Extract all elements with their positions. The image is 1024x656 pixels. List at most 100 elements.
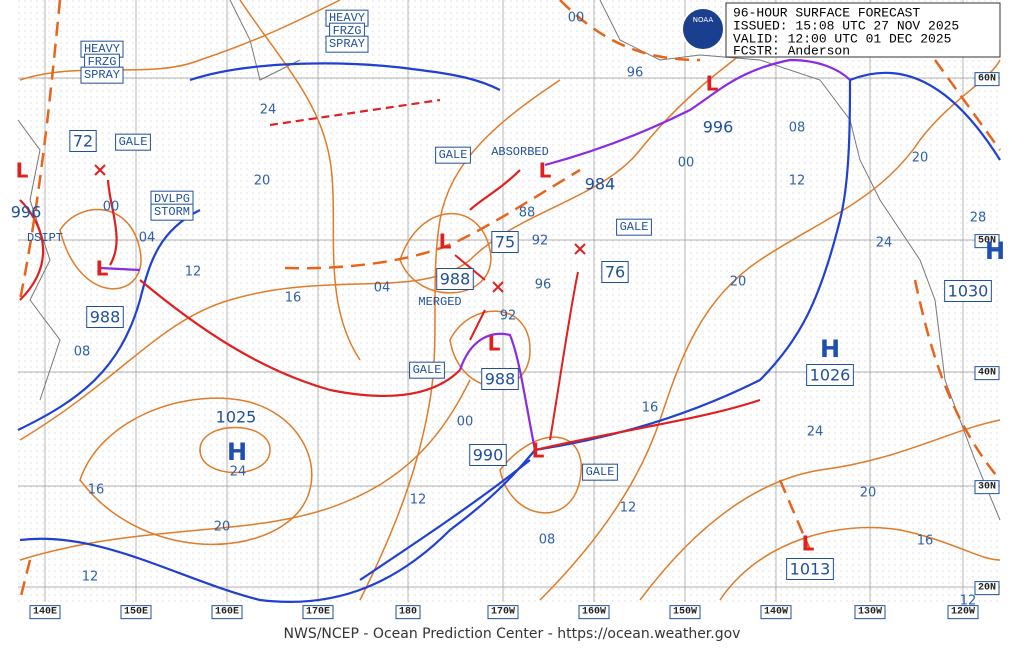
low-pressure-box [469,444,507,466]
warning: GALE [620,220,649,234]
note: DSIPT [27,231,63,245]
isobar-label: 12 [789,174,806,189]
longitude-label-box [947,605,979,620]
fronts [17,58,1001,604]
low-pressure: 996 [703,118,734,137]
low-symbol: L [539,159,552,183]
isobar-label: 08 [74,345,91,360]
longitude-label: 140E [33,607,57,618]
high-symbol: H [820,335,840,363]
noaa-logo [681,7,725,51]
isobar-label: 24 [260,103,277,118]
header-line: 96-HOUR SURFACE FORECAST [733,5,920,20]
low-pressure-box [481,368,519,390]
longitude-label-box [487,605,519,620]
low-symbol: L [532,439,545,463]
longitude-label-box [211,605,243,620]
isobar-label: 16 [917,534,934,549]
low-symbol: L [16,159,29,183]
isobar-label: 20 [860,486,877,501]
longitude-label: 170W [491,607,515,618]
low-pressure: 988 [90,308,121,327]
troughs [18,0,1002,601]
footer: NWS/NCEP - Ocean Prediction Center - htt… [284,626,741,642]
warning: GALE [119,135,148,149]
warning: DVLPG [154,192,190,206]
high-symbol: H [227,438,247,466]
noaa-logo-text: NOAA [693,16,714,24]
high-pressure: 1030 [948,282,989,301]
low-symbol: L [488,332,501,356]
isobar-label: 28 [970,211,987,226]
warning: GALE [413,363,442,377]
header-line: ISSUED: 15:08 UTC 27 NOV 2025 [733,18,959,33]
low-pressure: 990 [473,446,504,465]
longitude-label: 120W [951,607,975,618]
low-symbol: L [802,532,815,556]
warning: STORM [154,205,190,219]
isobar-label: 00 [678,156,695,171]
longitude-label-box [395,605,421,620]
warning-box [409,361,445,379]
low-pressure-box [436,268,474,290]
isobar-label: 16 [285,291,302,306]
wind-speed-box [491,231,519,253]
low-pressure: 984 [585,175,616,194]
latitude-label-box [974,72,1000,87]
high-symbol: H [985,237,1005,265]
isobar-label: 24 [876,236,893,251]
longitude-label-box [29,605,61,620]
longitude-label: 150W [673,607,697,618]
warning: FRZG [88,55,117,69]
isobar-label: 16 [88,483,105,498]
longitude-label-box [854,605,886,620]
warning: SPRAY [329,37,365,51]
isobar-label: 12 [185,265,202,280]
low-pressure: 988 [440,270,471,289]
latitude-label-box [974,480,1000,495]
high-pressure-box [944,280,992,302]
low-pressure-box [786,558,834,580]
isobar-label: 96 [627,66,644,81]
high-pressure: 1026 [810,366,851,385]
longitude-label: 180 [399,607,417,618]
wind-speed-box [69,130,97,152]
low-symbol: L [439,230,452,254]
coastlines [17,0,1001,521]
note: ABSORBED [491,145,549,159]
isobar-label: 12 [82,570,99,585]
low-markers [94,164,586,441]
longitude-label-box [120,605,152,620]
isobar-label: 20 [730,275,747,290]
labels: 140E 150E 160E 170E 180 170W 160W 150W 140W 130W 1… [11,9,1005,620]
latitude-label: 60N [978,74,996,85]
low-pressure-box [86,306,124,328]
latitude-label-box [974,581,1000,596]
isobar-label: 00 [457,415,474,430]
longitude-label: 150E [124,607,148,618]
longitude-label: 160W [582,607,606,618]
isobar-label: 20 [254,174,271,189]
longitude-label: 160E [215,607,239,618]
warning: GALE [439,148,468,162]
warning: GALE [586,465,615,479]
wind-speed: 76 [605,263,625,282]
isobar-label: 16 [642,401,659,416]
low-symbol: L [96,257,109,281]
low-pressure: 1013 [790,560,831,579]
warning-box [435,146,471,164]
isobar-label: 08 [539,533,556,548]
isobars [19,0,1001,601]
isobar-label: 92 [500,309,517,324]
isobar-label: 12 [960,594,977,609]
isobar-label: 24 [230,465,247,480]
wind-speed: 75 [495,233,515,252]
warning-box [616,218,652,236]
latitude-label: 50N [978,236,996,247]
isobar-label: 08 [789,121,806,136]
longitude-label-box [669,605,701,620]
warning: HEAVY [84,42,120,56]
low-pressure: 988 [485,370,516,389]
latitude-label-box [974,366,1000,381]
